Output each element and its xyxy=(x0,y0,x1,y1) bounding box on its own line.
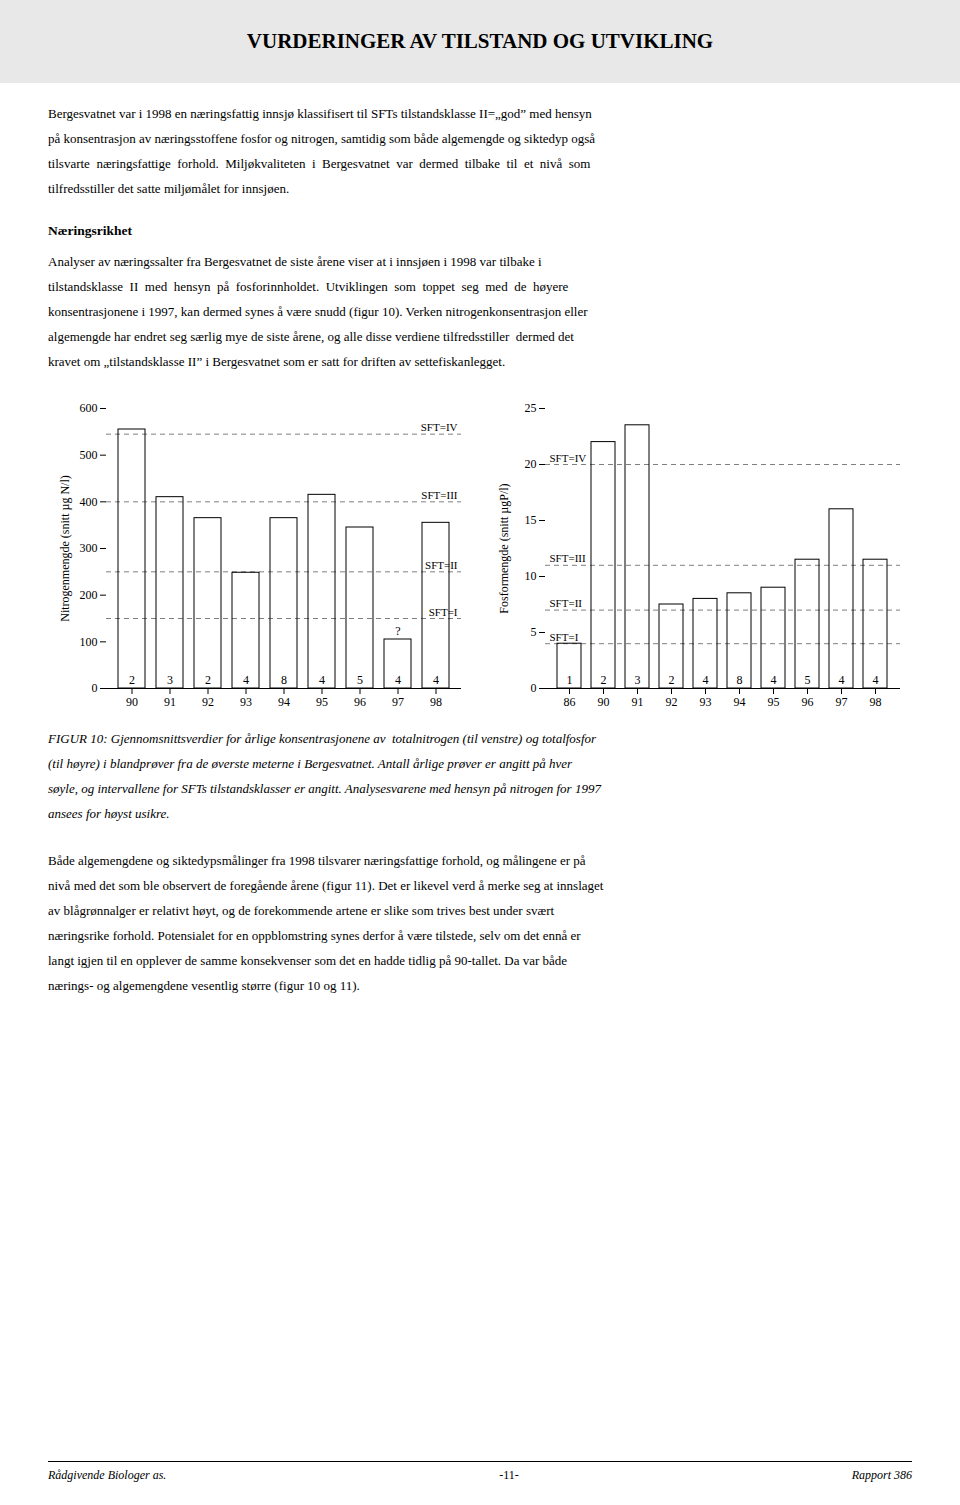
svg-text:0: 0 xyxy=(531,681,537,695)
svg-text:4: 4 xyxy=(703,673,709,687)
svg-text:15: 15 xyxy=(525,513,537,527)
svg-text:1: 1 xyxy=(567,673,573,687)
svg-text:86: 86 xyxy=(564,695,576,709)
svg-text:4: 4 xyxy=(771,673,777,687)
html-text:ansees for høyst usikre.: ansees for høyst usikre. xyxy=(48,806,170,821)
html-text:på konsentrasjon av næringssto: på konsentrasjon av næringsstoffene fosf… xyxy=(48,131,596,146)
svg-text:96: 96 xyxy=(354,695,366,709)
svg-text:Fosformengde (snitt µgP/l): Fosformengde (snitt µgP/l) xyxy=(497,483,511,613)
svg-text:94: 94 xyxy=(734,695,746,709)
svg-text:10: 10 xyxy=(525,569,537,583)
svg-text:5: 5 xyxy=(531,625,537,639)
svg-text:SFT=III: SFT=III xyxy=(421,489,457,501)
svg-text:93: 93 xyxy=(700,695,712,709)
html-text:tilsvarte næringsfattige forho: tilsvarte næringsfattige forhold. Miljøk… xyxy=(48,156,591,171)
svg-text:500: 500 xyxy=(80,448,98,462)
svg-text:96: 96 xyxy=(802,695,814,709)
svg-text:94: 94 xyxy=(278,695,290,709)
svg-text:100: 100 xyxy=(80,635,98,649)
svg-text:4: 4 xyxy=(243,673,249,687)
svg-text:3: 3 xyxy=(635,673,641,687)
svg-text:2: 2 xyxy=(669,673,675,687)
html-text:Rådgivende Biologer as.: Rådgivende Biologer as. xyxy=(48,1468,167,1482)
html-text:søyle, og intervallene for SFT: søyle, og intervallene for SFTs tilstand… xyxy=(48,781,601,796)
html-text:nivå med det som ble observert: nivå med det som ble observert de foregå… xyxy=(48,878,604,893)
svg-text:2: 2 xyxy=(601,673,607,687)
svg-text:92: 92 xyxy=(202,695,214,709)
html-text:Bergesvatnet var i 1998 en nær: Bergesvatnet var i 1998 en næringsfattig… xyxy=(48,106,592,121)
svg-text:SFT=I: SFT=I xyxy=(429,606,458,618)
svg-text:4: 4 xyxy=(433,673,439,687)
svg-text:95: 95 xyxy=(316,695,328,709)
html-text:konsentrasjonene i 1997, kan d: konsentrasjonene i 1997, kan dermed syne… xyxy=(48,304,588,319)
html-text:tilfredsstiller det satte milj: tilfredsstiller det satte miljømålet for… xyxy=(48,181,290,196)
html-text:Rapport 386: Rapport 386 xyxy=(851,1468,912,1482)
svg-text:4: 4 xyxy=(395,673,401,687)
svg-text:8: 8 xyxy=(737,673,743,687)
svg-text:92: 92 xyxy=(666,695,678,709)
html-text:VURDERINGER AV TILSTAND OG UTV: VURDERINGER AV TILSTAND OG UTVIKLING xyxy=(246,29,714,53)
svg-text:?: ? xyxy=(395,624,400,638)
html-text:langt igjen til en opplever de: langt igjen til en opplever de samme kon… xyxy=(48,953,568,968)
html-text:Analyser av næringssalter fra: Analyser av næringssalter fra Bergesvatn… xyxy=(48,254,542,269)
svg-text:SFT=II: SFT=II xyxy=(425,559,458,571)
svg-text:97: 97 xyxy=(836,695,848,709)
svg-text:90: 90 xyxy=(126,695,138,709)
svg-text:SFT=II: SFT=II xyxy=(550,597,583,609)
html-text:næringsrike forhold. Potensial: næringsrike forhold. Potensialet for en … xyxy=(48,928,581,943)
svg-text:5: 5 xyxy=(357,673,363,687)
svg-text:20: 20 xyxy=(525,457,537,471)
html-text:Både algemengdene og siktedyps: Både algemengdene og siktedypsmålinger f… xyxy=(48,853,586,868)
svg-text:2: 2 xyxy=(129,673,135,687)
svg-text:91: 91 xyxy=(164,695,176,709)
svg-text:4: 4 xyxy=(839,673,845,687)
html-text:(til høyre) i blandprøver fra: (til høyre) i blandprøver fra de øverste… xyxy=(48,756,573,771)
html-text:-11-: -11- xyxy=(499,1468,519,1482)
svg-text:0: 0 xyxy=(92,681,98,695)
svg-text:300: 300 xyxy=(80,541,98,555)
svg-text:98: 98 xyxy=(430,695,442,709)
svg-text:4: 4 xyxy=(873,673,879,687)
html-text:algemengde har endret seg særl: algemengde har endret seg særlig mye de … xyxy=(48,329,574,344)
svg-text:600: 600 xyxy=(80,401,98,415)
svg-text:97: 97 xyxy=(392,695,404,709)
svg-text:5: 5 xyxy=(805,673,811,687)
svg-text:93: 93 xyxy=(240,695,252,709)
svg-text:Nitrogenmengde (snitt µg N/l): Nitrogenmengde (snitt µg N/l) xyxy=(58,475,72,622)
svg-text:SFT=IV: SFT=IV xyxy=(550,452,587,464)
html-text:nærings- og algemengdene vesen: nærings- og algemengdene vesentlig størr… xyxy=(48,978,360,993)
svg-text:98: 98 xyxy=(870,695,882,709)
svg-text:91: 91 xyxy=(632,695,644,709)
svg-text:95: 95 xyxy=(768,695,780,709)
svg-text:8: 8 xyxy=(281,673,287,687)
svg-text:2: 2 xyxy=(205,673,211,687)
svg-text:SFT=I: SFT=I xyxy=(550,631,579,643)
html-text:kravet om „tilstandsklasse II”: kravet om „tilstandsklasse II” i Bergesv… xyxy=(48,354,506,369)
svg-text:4: 4 xyxy=(319,673,325,687)
html-text:Næringsrikhet: Næringsrikhet xyxy=(48,223,132,238)
svg-text:200: 200 xyxy=(80,588,98,602)
svg-text:90: 90 xyxy=(598,695,610,709)
html-text:FIGUR 10: Gjennomsnittsverdier: FIGUR 10: Gjennomsnittsverdier for årlig… xyxy=(48,731,597,746)
svg-text:SFT=III: SFT=III xyxy=(550,552,586,564)
svg-text:3: 3 xyxy=(167,673,173,687)
html-text:tilstandsklasse II med hensyn: tilstandsklasse II med hensyn på fosfori… xyxy=(48,279,569,294)
svg-text:SFT=IV: SFT=IV xyxy=(421,421,458,433)
svg-text:400: 400 xyxy=(80,495,98,509)
html-text:av blågrønnalger er relativt h: av blågrønnalger er relativt høyt, og de… xyxy=(48,903,555,918)
svg-text:25: 25 xyxy=(525,401,537,415)
